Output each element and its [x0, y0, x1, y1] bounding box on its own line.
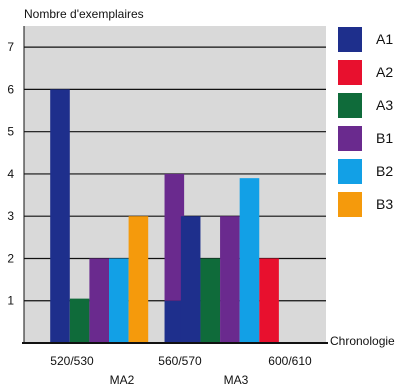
- y-tick-labels: 1 2 3 4 5 6 7: [7, 40, 14, 308]
- bar-a1: [164, 300, 185, 343]
- legend: A1 A2 A3 B1 B2 B3: [338, 27, 393, 217]
- phase-label: MA2: [110, 373, 135, 387]
- legend-swatch-b3: [338, 192, 362, 217]
- x-tick-labels: 520/530 560/570 600/610: [50, 354, 312, 368]
- bar-b1: [89, 258, 109, 343]
- bars: [50, 89, 279, 344]
- y-tick-label: 3: [7, 209, 14, 223]
- phase-labels: MA2 MA3: [110, 373, 249, 387]
- legend-label: B1: [376, 130, 393, 146]
- y-axis-label: Nombre d'exemplaires: [24, 7, 144, 21]
- y-tick-label: 1: [7, 294, 14, 308]
- y-tick-label: 7: [7, 40, 14, 54]
- legend-label: A3: [376, 97, 393, 113]
- bar-a3: [69, 298, 90, 343]
- legend-swatch-a2: [338, 60, 362, 85]
- x-axis-label: Chronologie: [330, 334, 395, 348]
- legend-label: B3: [376, 196, 393, 212]
- legend-swatch-a1: [338, 27, 362, 52]
- bar-b1: [164, 173, 185, 301]
- y-tick-label: 4: [7, 167, 14, 181]
- bar-b2: [109, 258, 129, 343]
- legend-label: A2: [376, 64, 393, 80]
- legend-swatch-b2: [338, 159, 362, 184]
- legend-swatch-b1: [338, 126, 362, 151]
- bar-a2: [259, 258, 279, 343]
- x-tick-label: 520/530: [50, 354, 94, 368]
- y-tick-label: 6: [7, 82, 14, 96]
- bar-b1: [220, 216, 240, 343]
- y-tick-label: 2: [7, 251, 14, 265]
- y-tick-label: 5: [7, 125, 14, 139]
- bar-a1: [180, 216, 201, 343]
- bar-b2: [239, 178, 260, 343]
- x-tick-label: 600/610: [268, 354, 312, 368]
- bar-a1: [50, 89, 70, 344]
- phase-label: MA3: [224, 373, 249, 387]
- bar-b3: [128, 216, 149, 343]
- legend-label: B2: [376, 163, 393, 179]
- bar-a3: [200, 258, 221, 343]
- legend-swatch-a3: [338, 93, 362, 118]
- legend-label: A1: [376, 31, 393, 47]
- x-tick-label: 560/570: [158, 354, 202, 368]
